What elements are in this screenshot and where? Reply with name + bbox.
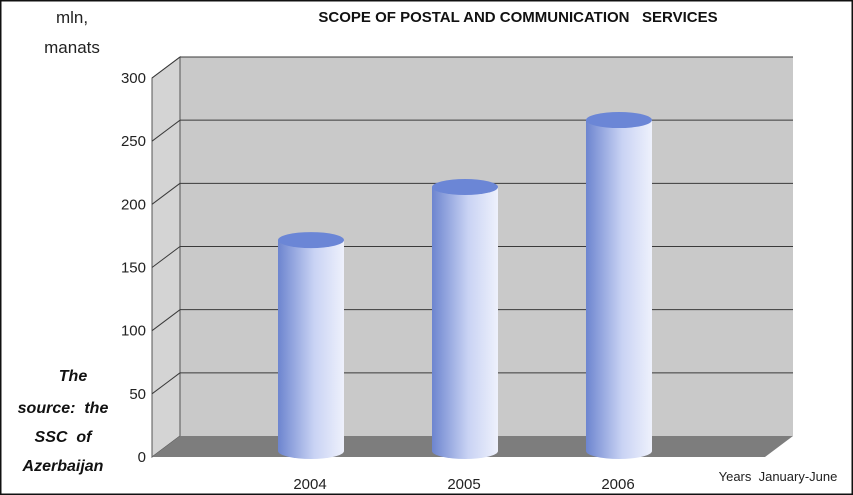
- gridline-side-250: [151, 119, 181, 142]
- y-tick-label-50: 50: [129, 386, 146, 403]
- bar-top-2006: [586, 112, 652, 129]
- bar-2006: [586, 112, 652, 459]
- gridline-side-300: [151, 56, 181, 79]
- y-tick-label-0: 0: [138, 449, 146, 466]
- y-axis-label-line1: mln,: [56, 8, 88, 27]
- source-note-line3: SSC of: [35, 429, 94, 446]
- gridline-side-50: [151, 372, 181, 395]
- y-axis-label-line2: manats: [44, 38, 100, 57]
- bar-body-2006: [586, 120, 652, 459]
- bar-2005: [432, 179, 498, 459]
- source-note-line2: source: the: [18, 400, 109, 417]
- bar-body-2004: [278, 240, 344, 459]
- y-tick-label-200: 200: [121, 196, 146, 213]
- source-note-line4: Azerbaijan: [22, 458, 104, 475]
- y-tick-label-250: 250: [121, 133, 146, 150]
- x-tick-label-2006: 2006: [601, 476, 634, 493]
- gridline-side-100: [151, 309, 181, 332]
- y-tick-label-300: 300: [121, 70, 146, 87]
- bar-2004: [278, 232, 344, 459]
- y-tick-label-150: 150: [121, 260, 146, 277]
- x-tick-label-2005: 2005: [447, 476, 480, 493]
- y-tick-label-100: 100: [121, 323, 146, 340]
- chart-title: SCOPE OF POSTAL AND COMMUNICATION SERVIC…: [318, 9, 717, 26]
- bar-top-2004: [278, 232, 344, 249]
- x-tick-label-2004: 2004: [293, 476, 326, 493]
- source-note-line1: The: [59, 368, 88, 385]
- gridline-side-200: [151, 182, 181, 205]
- bar-body-2005: [432, 187, 498, 459]
- gridline-side-150: [151, 246, 181, 268]
- x-axis-label: Years January-June: [719, 469, 838, 484]
- bar-top-2005: [432, 179, 498, 196]
